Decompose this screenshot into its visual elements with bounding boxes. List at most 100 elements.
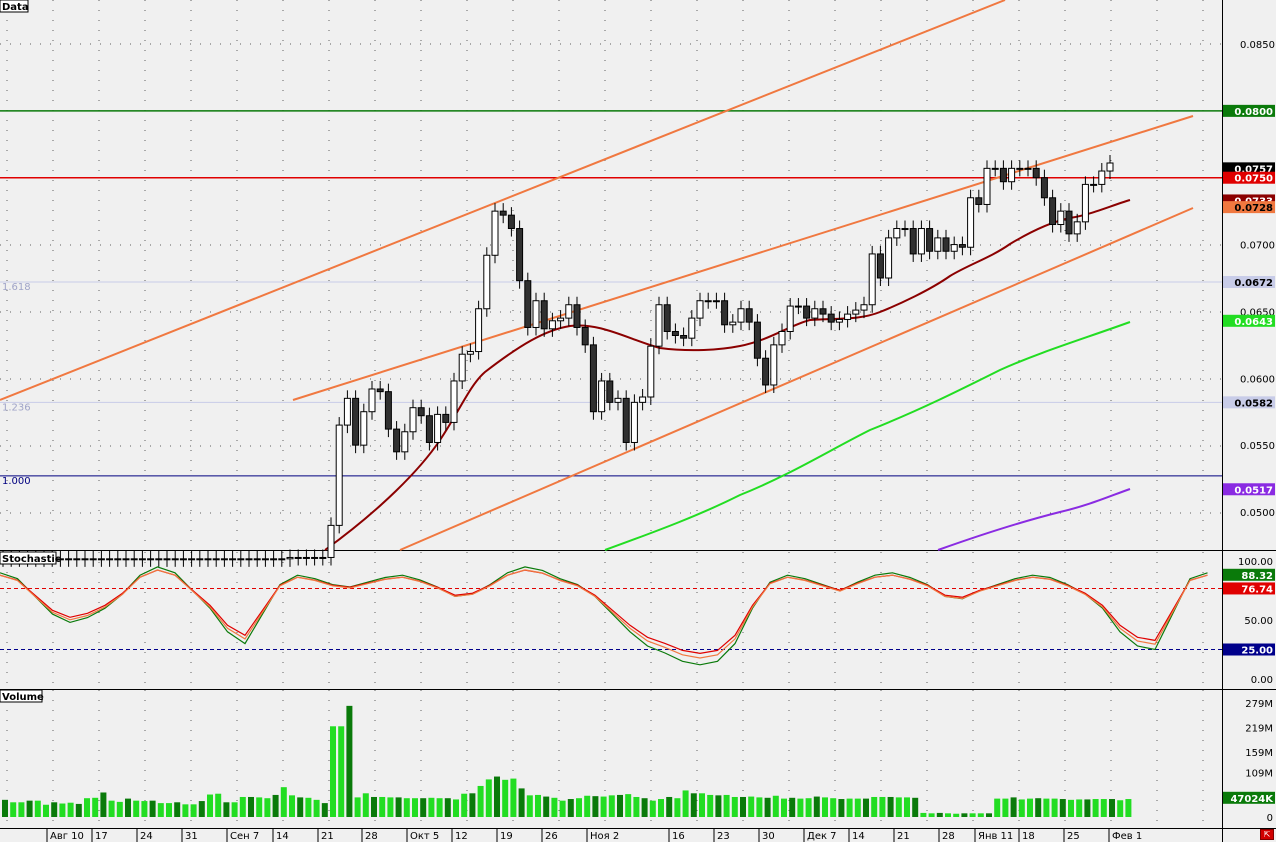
price-panel-title: Data — [0, 0, 29, 13]
x-axis-label: 14 — [852, 831, 865, 842]
stoch-badge — [1223, 568, 1275, 581]
volume-bar — [1010, 797, 1017, 817]
x-axis-label: 30 — [762, 831, 775, 842]
volume-bar — [977, 813, 984, 817]
candle-body — [852, 309, 860, 315]
volume-bar — [830, 798, 837, 817]
price-badge-label: 0.0750 — [1234, 174, 1273, 185]
candle-body — [278, 558, 286, 561]
volume-bar — [18, 802, 25, 817]
candle-body — [1016, 167, 1024, 170]
volume-bar — [485, 779, 492, 817]
volume-bar — [936, 812, 943, 817]
candle-body — [671, 330, 679, 336]
volume-bar — [198, 801, 205, 817]
candle-body — [524, 280, 532, 328]
volume-badge — [1223, 791, 1275, 804]
volume-bar — [264, 798, 271, 817]
x-axis-label: 12 — [455, 831, 468, 842]
candle-body — [950, 244, 958, 252]
volume-bar — [986, 813, 992, 817]
volume-bar — [526, 795, 533, 817]
candle-body — [622, 397, 630, 443]
candle-body — [171, 558, 179, 561]
volume-bar — [707, 794, 714, 817]
volume-bar — [912, 797, 919, 817]
candle-body — [819, 308, 827, 315]
volume-bar — [215, 793, 222, 817]
candle-body — [942, 237, 950, 252]
candle-body — [770, 344, 778, 386]
volume-bar — [75, 803, 82, 817]
volume-bar — [1002, 798, 1009, 817]
volume-bar — [994, 798, 1001, 817]
x-axis-label: Ноя 2 — [590, 831, 619, 842]
volume-bars — [2, 705, 1132, 817]
candle-body — [860, 304, 868, 311]
volume-bar — [1117, 800, 1124, 817]
volume-tick-label: 219M — [1245, 724, 1273, 735]
volume-bar — [346, 705, 353, 817]
volume-bar — [239, 796, 246, 817]
volume-bar — [576, 798, 582, 817]
price-tick-label: 0.0500 — [1240, 508, 1275, 519]
sma-mid-line — [604, 321, 1131, 551]
candle-body — [425, 415, 433, 443]
volume-bar — [313, 799, 320, 817]
price-badge — [1223, 483, 1275, 496]
candle-body — [1057, 210, 1065, 226]
candle-body — [409, 407, 417, 433]
volume-bar — [321, 803, 328, 817]
candle-body — [483, 254, 491, 310]
volume-axis-badges: 47024K — [1223, 791, 1275, 805]
candle-body — [97, 558, 105, 561]
x-axis-label: 16 — [672, 831, 685, 842]
volume-bar — [715, 795, 722, 817]
candle-body — [335, 424, 343, 526]
candle-body — [1090, 183, 1098, 186]
volume-bar — [26, 800, 33, 817]
candle-body — [188, 558, 196, 561]
price-badge — [1223, 104, 1275, 117]
candle-body — [302, 556, 310, 559]
x-axis-label: Дек 7 — [807, 831, 837, 842]
candle-body — [466, 351, 474, 355]
volume-bar — [157, 803, 164, 817]
volume-bar — [92, 797, 99, 817]
volume-bar — [494, 776, 500, 817]
volume-bar — [34, 800, 41, 817]
candle-body — [630, 401, 638, 443]
candle-body — [65, 558, 73, 561]
price-panel-title-text: Data — [2, 2, 29, 13]
volume-bar — [649, 800, 656, 817]
candle-body — [319, 556, 327, 559]
volume-bar — [10, 802, 17, 817]
price-axis-ticks: 0.0850 0.0700 0.0650 0.0600 0.0550 0.0500 — [1240, 40, 1275, 519]
x-axis-label: 31 — [185, 831, 198, 842]
stochastic-axis-ticks: 100.00 50.00 0.00 — [1238, 557, 1273, 686]
candle-body — [229, 558, 237, 561]
volume-bar — [887, 796, 894, 817]
candle-body — [237, 558, 245, 561]
candle-body — [934, 237, 942, 252]
candle-body — [458, 353, 466, 382]
expand-icon[interactable]: ⇱ — [1260, 829, 1274, 840]
volume-bar — [362, 793, 369, 817]
volume-bar — [125, 798, 131, 817]
volume-bar — [1100, 799, 1107, 817]
x-axis-label: 28 — [942, 831, 955, 842]
candle-body — [737, 308, 745, 323]
candle-body — [598, 380, 606, 413]
volume-bar — [403, 798, 410, 817]
volume-bar — [248, 796, 254, 817]
volume-bar — [502, 779, 509, 817]
candle-body — [827, 313, 835, 323]
volume-bar — [2, 799, 8, 817]
volume-bar — [436, 798, 443, 817]
candle-body — [680, 334, 688, 339]
volume-bar — [756, 797, 763, 817]
volume-tick-label: 109M — [1245, 768, 1273, 779]
candle-body — [557, 317, 565, 322]
price-axis-badges: 0.08000.07570.07500.07330.07280.06720.06… — [1223, 104, 1275, 496]
x-axis-label: Авг 10 — [50, 831, 84, 842]
